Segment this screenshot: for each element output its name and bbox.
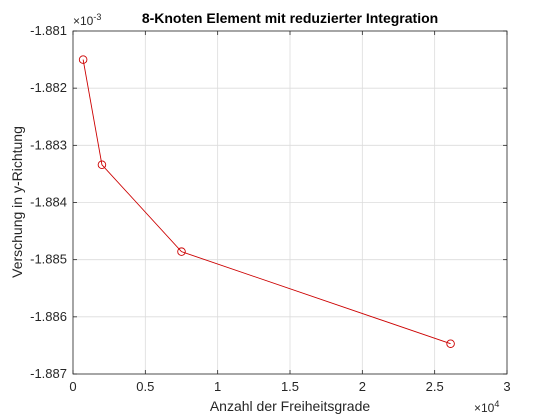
x-tick-label: 3 [503, 379, 510, 394]
x-exponent-label: ×104 [474, 399, 499, 415]
y-tick-labels: -1.887 -1.886 -1.885 -1.884 -1.883 -1.882 -1.8… [30, 23, 67, 381]
x-tick-label: 1.5 [281, 379, 299, 394]
y-exponent-base: ×10 [73, 14, 94, 28]
data-point [446, 339, 455, 348]
data-point [78, 55, 88, 64]
data-point [97, 160, 107, 170]
chart-title: 8-Knoten Element mit reduzierter Integra… [142, 10, 438, 26]
y-tick-label: -1.887 [30, 366, 67, 381]
x-tick-label: 1 [214, 379, 221, 394]
data-point [177, 247, 186, 256]
y-exponent-label: ×10-3 [73, 12, 101, 28]
x-axis-label: Anzahl der Freiheitsgrade [210, 398, 371, 414]
x-tick-label: 2 [359, 379, 366, 394]
x-tick-labels: 0 0.5 1 1.5 2 2.5 3 [69, 379, 510, 394]
x-tick-label: 0 [69, 379, 76, 394]
y-tick-label: -1.884 [30, 195, 67, 210]
x-tick-label: 0.5 [136, 379, 154, 394]
y-tick-label: -1.886 [30, 309, 67, 324]
ticks [72, 30, 508, 375]
y-tick-label: -1.883 [30, 137, 67, 152]
y-tick-label: -1.882 [30, 80, 67, 95]
series [78, 55, 455, 348]
series-line [82, 59, 451, 345]
x-exponent-base: ×10 [474, 401, 495, 415]
x-exponent-power: 4 [494, 399, 499, 409]
y-axis-label: Verschung in y-Richtung [9, 126, 25, 278]
y-tick-label: -1.881 [30, 23, 67, 38]
y-tick-label: -1.885 [30, 252, 67, 267]
x-tick-label: 2.5 [426, 379, 444, 394]
y-exponent-power: -3 [93, 12, 101, 22]
